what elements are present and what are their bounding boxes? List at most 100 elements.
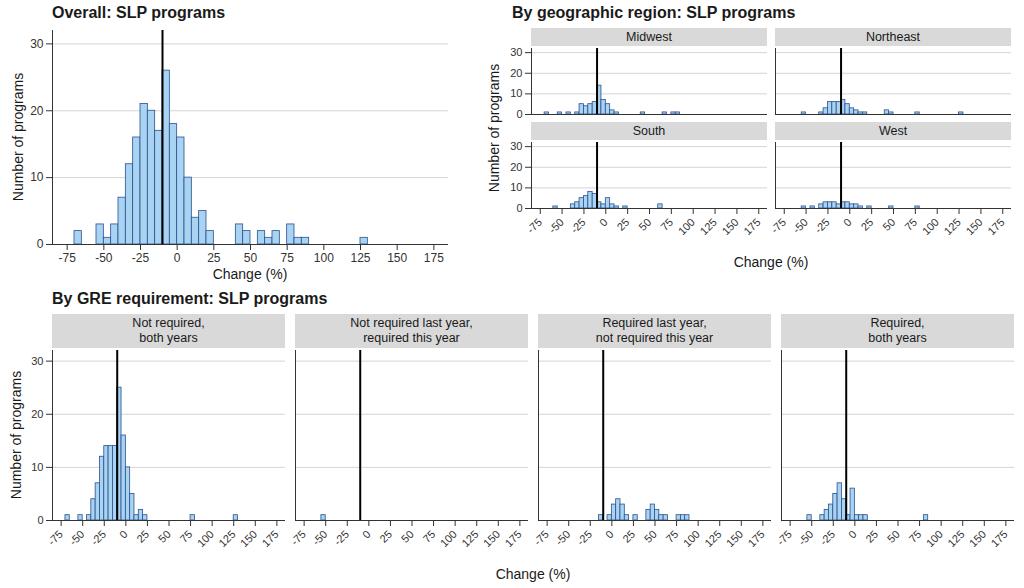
svg-text:-50: -50	[553, 528, 573, 548]
svg-text:-25: -25	[132, 251, 150, 265]
svg-text:0: 0	[516, 108, 522, 120]
svg-text:100: 100	[195, 528, 216, 549]
svg-text:-75: -75	[768, 216, 788, 236]
svg-text:-75: -75	[531, 528, 551, 548]
svg-text:150: 150	[967, 528, 988, 549]
svg-text:50: 50	[642, 528, 659, 545]
svg-text:75: 75	[663, 528, 680, 545]
svg-text:100: 100	[438, 528, 459, 549]
svg-text:75: 75	[902, 216, 919, 233]
svg-text:-75: -75	[524, 216, 544, 236]
svg-text:50: 50	[156, 528, 173, 545]
svg-text:20: 20	[31, 408, 43, 420]
svg-text:175: 175	[424, 251, 444, 265]
svg-text:175: 175	[985, 216, 1006, 237]
html-text:Overall: SLP programs: Overall: SLP programs	[52, 4, 226, 21]
svg-text:125: 125	[697, 216, 718, 237]
svg-text:150: 150	[238, 528, 259, 549]
svg-text:175: 175	[745, 528, 766, 549]
svg-text:75: 75	[177, 528, 194, 545]
svg-text:-75: -75	[288, 528, 308, 548]
svg-text:100: 100	[681, 528, 702, 549]
svg-text:175: 175	[259, 528, 280, 549]
svg-text:50: 50	[244, 251, 258, 265]
svg-text:-75: -75	[774, 528, 794, 548]
svg-text:75: 75	[906, 528, 923, 545]
html-text:Not required last year, requir: Not required last year, required this ye…	[350, 316, 473, 345]
svg-text:150: 150	[963, 216, 984, 237]
svg-text:25: 25	[207, 251, 221, 265]
svg-text:-25: -25	[88, 528, 108, 548]
svg-text:25: 25	[614, 216, 631, 233]
svg-text:0: 0	[37, 514, 43, 526]
svg-text:20: 20	[510, 67, 522, 79]
html-text:By GRE requirement: SLP progra: By GRE requirement: SLP programs	[52, 290, 328, 307]
svg-text:10: 10	[510, 87, 522, 99]
svg-text:100: 100	[920, 216, 941, 237]
svg-text:150: 150	[387, 251, 407, 265]
svg-text:50: 50	[885, 528, 902, 545]
svg-text:0: 0	[174, 251, 181, 265]
svg-text:-50: -50	[310, 528, 330, 548]
svg-text:25: 25	[620, 528, 637, 545]
svg-text:10: 10	[31, 461, 43, 473]
svg-text:150: 150	[481, 528, 502, 549]
svg-text:100: 100	[314, 251, 334, 265]
svg-text:125: 125	[945, 528, 966, 549]
svg-text:30: 30	[510, 46, 522, 58]
svg-text:150: 150	[719, 216, 740, 237]
svg-text:0: 0	[597, 216, 610, 229]
svg-text:0: 0	[37, 237, 44, 251]
svg-text:125: 125	[459, 528, 480, 549]
svg-text:20: 20	[30, 104, 44, 118]
svg-text:-25: -25	[331, 528, 351, 548]
svg-text:125: 125	[941, 216, 962, 237]
svg-text:0: 0	[841, 216, 854, 229]
svg-text:75: 75	[420, 528, 437, 545]
svg-text:30: 30	[31, 355, 43, 367]
svg-text:10: 10	[30, 170, 44, 184]
svg-text:125: 125	[216, 528, 237, 549]
html-text:Not required, both years: Not required, both years	[132, 316, 205, 345]
svg-text:25: 25	[863, 528, 880, 545]
svg-text:175: 175	[741, 216, 762, 237]
html-text:Required last year, not requir: Required last year, not required this ye…	[595, 316, 714, 345]
svg-text:30: 30	[30, 37, 44, 51]
svg-text:50: 50	[399, 528, 416, 545]
svg-text:0: 0	[360, 528, 373, 541]
svg-text:50: 50	[880, 216, 897, 233]
svg-text:75: 75	[658, 216, 675, 233]
svg-text:100: 100	[676, 216, 697, 237]
svg-text:-50: -50	[67, 528, 87, 548]
svg-text:-25: -25	[812, 216, 832, 236]
svg-text:75: 75	[280, 251, 294, 265]
svg-text:-25: -25	[817, 528, 837, 548]
svg-text:-50: -50	[796, 528, 816, 548]
svg-text:175: 175	[988, 528, 1009, 549]
svg-text:50: 50	[636, 216, 653, 233]
svg-text:25: 25	[134, 528, 151, 545]
svg-text:10: 10	[510, 181, 522, 193]
svg-text:-50: -50	[95, 251, 113, 265]
svg-text:-75: -75	[58, 251, 76, 265]
svg-text:125: 125	[702, 528, 723, 549]
svg-text:-25: -25	[574, 528, 594, 548]
svg-text:100: 100	[924, 528, 945, 549]
svg-text:0: 0	[603, 528, 616, 541]
svg-text:0: 0	[516, 202, 522, 214]
svg-text:25: 25	[377, 528, 394, 545]
svg-text:175: 175	[502, 528, 523, 549]
svg-text:-50: -50	[790, 216, 810, 236]
svg-text:0: 0	[846, 528, 859, 541]
svg-text:150: 150	[724, 528, 745, 549]
svg-text:-75: -75	[45, 528, 65, 548]
svg-text:25: 25	[858, 216, 875, 233]
html-text:Required, both years: Required, both years	[868, 316, 927, 345]
svg-text:0: 0	[117, 528, 130, 541]
svg-text:20: 20	[510, 161, 522, 173]
html-text:By geographic region: SLP prog: By geographic region: SLP programs	[512, 4, 796, 21]
svg-text:125: 125	[350, 251, 370, 265]
svg-text:-25: -25	[568, 216, 588, 236]
svg-text:30: 30	[510, 140, 522, 152]
svg-text:-50: -50	[546, 216, 566, 236]
